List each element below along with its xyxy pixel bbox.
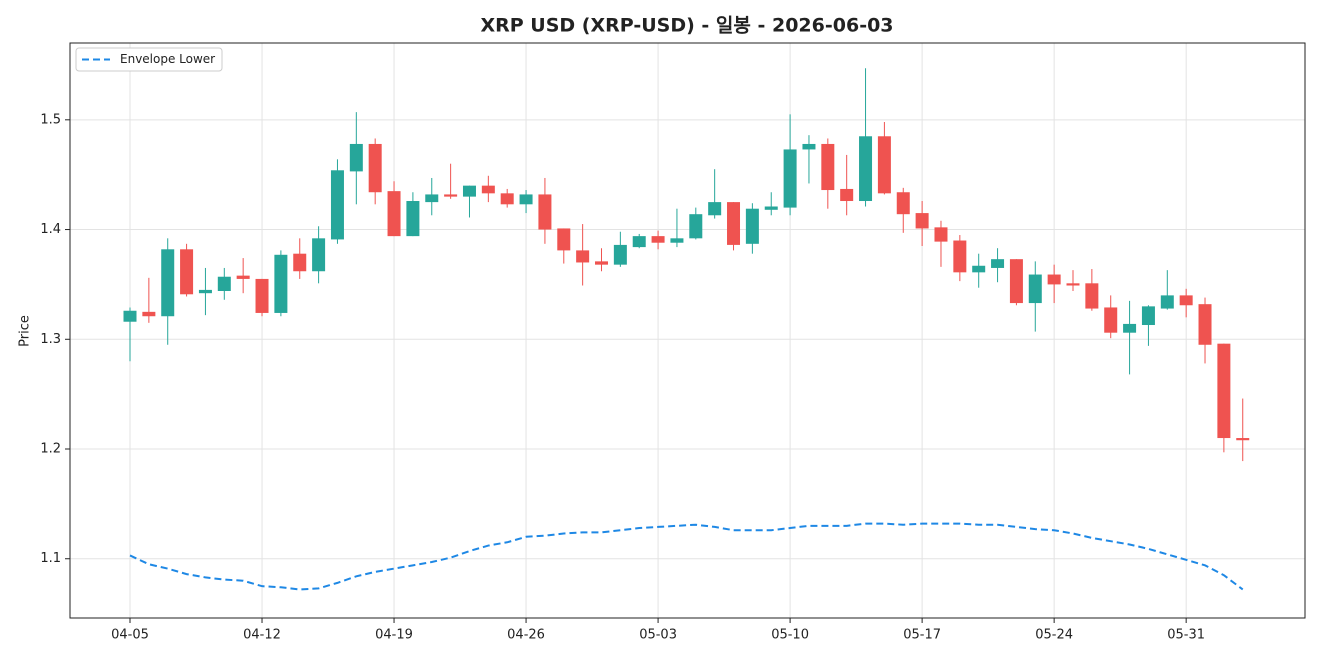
x-tick-label: 05-03 xyxy=(639,628,677,643)
candle-body xyxy=(821,143,835,191)
candle-body xyxy=(840,188,854,202)
candle-body xyxy=(727,202,741,245)
y-tick-label: 1.2 xyxy=(40,442,61,457)
candle-body xyxy=(915,213,929,229)
candle-body xyxy=(444,194,458,197)
candle-body xyxy=(1104,307,1118,333)
x-tick-label: 05-31 xyxy=(1167,628,1205,643)
candle-body xyxy=(406,201,420,237)
candle-body xyxy=(1085,283,1099,309)
candle-body xyxy=(859,136,873,202)
candle-body xyxy=(481,185,495,194)
candle-body xyxy=(368,143,382,193)
legend-box xyxy=(75,47,223,72)
candle-body xyxy=(1217,343,1231,439)
y-tick-label: 1.5 xyxy=(40,112,61,127)
candle-body xyxy=(1179,295,1193,306)
y-tick-label: 1.1 xyxy=(40,551,61,566)
candle-body xyxy=(595,261,608,265)
candle-body xyxy=(1141,306,1155,326)
candle-body xyxy=(123,310,137,322)
candle-body xyxy=(576,250,590,263)
grid: 1.1 1.2 1.3 1.4 1.5 04-05 04-12 04-19 04-26 05-03… xyxy=(40,43,1305,643)
candle-body xyxy=(1047,274,1061,285)
candle-body xyxy=(934,227,948,242)
candle-body xyxy=(613,244,627,265)
legend: Envelope Lower xyxy=(75,47,223,72)
candle-body xyxy=(1160,295,1174,309)
x-tick-label: 05-10 xyxy=(771,628,809,643)
candle-body xyxy=(745,208,759,244)
candle-body xyxy=(991,259,1005,268)
x-tick-label: 04-19 xyxy=(375,628,413,643)
y-tick-label: 1.4 xyxy=(40,222,61,237)
candle-body xyxy=(651,236,665,243)
candle-body xyxy=(670,238,684,243)
marks xyxy=(123,68,1250,591)
legend-label: Envelope Lower xyxy=(120,52,215,66)
candle-body xyxy=(462,185,476,197)
candle-body xyxy=(708,202,722,216)
candle-body xyxy=(387,191,401,237)
candle-body xyxy=(1009,259,1023,304)
candle-body xyxy=(783,149,797,208)
candle-body xyxy=(764,206,778,210)
candle-body xyxy=(255,278,269,313)
chart-title: XRP USD (XRP-USD) - 일봉 - 2026-06-03 xyxy=(480,15,893,37)
candle-body xyxy=(519,194,533,205)
candle-body xyxy=(1066,283,1080,286)
candle-body xyxy=(217,276,231,291)
candle-body xyxy=(538,194,552,230)
x-tick-label: 04-05 xyxy=(111,628,149,643)
candle-body xyxy=(632,236,646,248)
candle-body xyxy=(236,275,250,279)
x-tick-label: 04-12 xyxy=(243,628,281,643)
candle-body xyxy=(802,143,816,150)
candle-body xyxy=(274,254,288,313)
y-tick-label: 1.3 xyxy=(40,332,61,347)
y-axis-label: Price xyxy=(18,315,33,347)
candle-body xyxy=(689,214,703,239)
x-tick-label: 04-26 xyxy=(507,628,545,643)
candle-body xyxy=(557,228,571,251)
candle-body xyxy=(161,249,175,317)
candle-body xyxy=(953,240,967,273)
candle-body xyxy=(500,193,514,205)
candle-body xyxy=(180,249,194,295)
candle-body xyxy=(1236,438,1250,441)
candle-body xyxy=(877,136,891,194)
candle-body xyxy=(425,194,439,203)
candle-body xyxy=(198,289,212,294)
candle-body xyxy=(1198,304,1212,345)
candle-body xyxy=(1028,274,1042,304)
candle-body xyxy=(330,170,344,240)
plot-frame xyxy=(69,42,1306,619)
candle-body xyxy=(896,192,910,215)
x-tick-label: 05-24 xyxy=(1035,628,1073,643)
candle-body xyxy=(1123,323,1137,333)
candle-body xyxy=(293,253,307,272)
candle-body xyxy=(142,311,156,317)
candle-body xyxy=(349,143,363,172)
candle-body xyxy=(312,238,326,272)
line-series xyxy=(129,522,1244,591)
x-tick-label: 05-17 xyxy=(903,628,941,643)
candle-body xyxy=(972,265,986,273)
